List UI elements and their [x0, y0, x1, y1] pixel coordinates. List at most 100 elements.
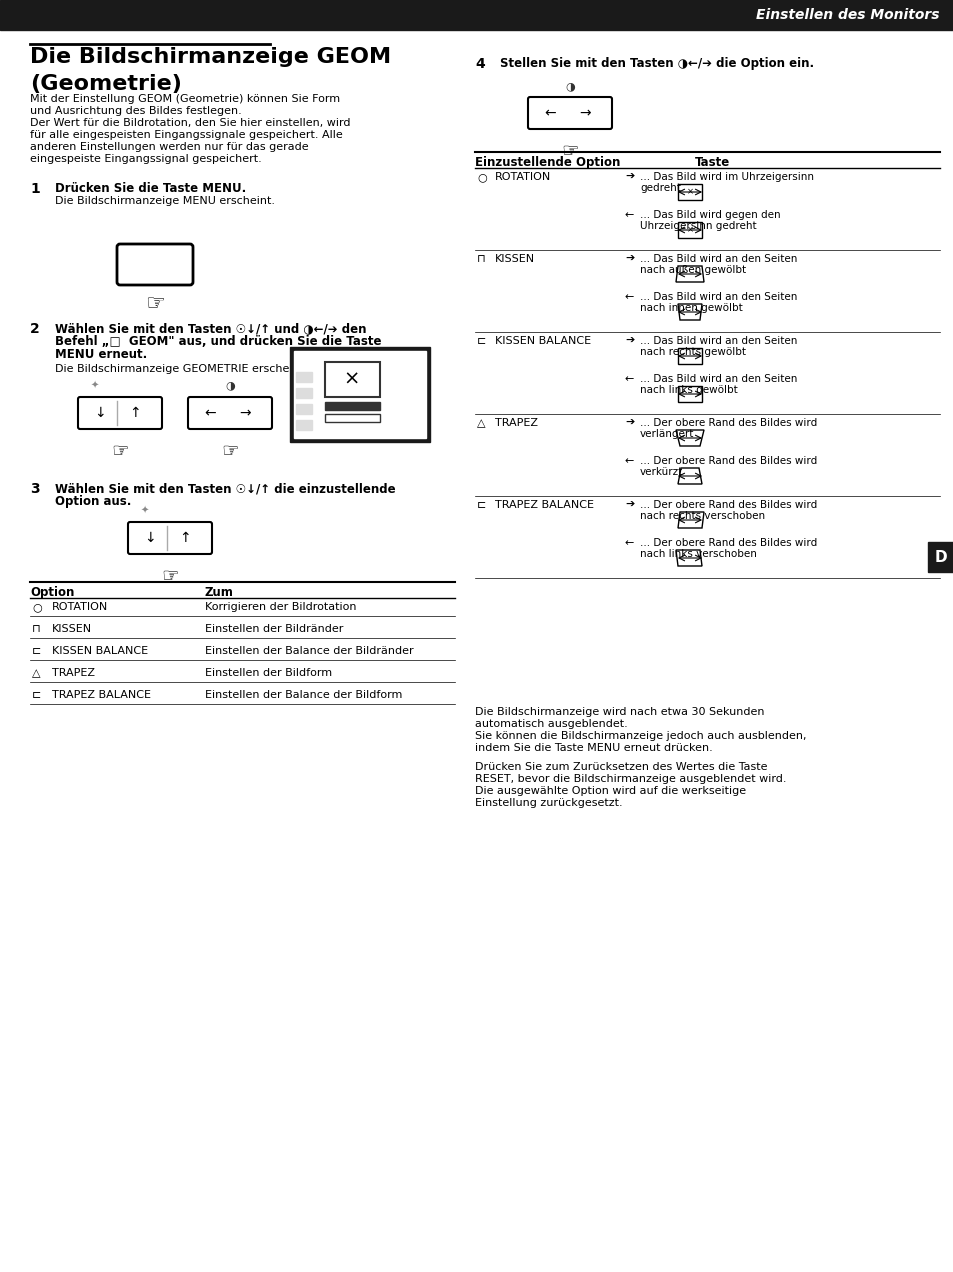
Text: Einzustellende Option: Einzustellende Option [475, 156, 619, 169]
Bar [325, 413, 379, 422]
Text: Mit der Einstellung GEOM (Geometrie) können Sie Form: Mit der Einstellung GEOM (Geometrie) kön… [30, 94, 340, 104]
Text: ×: × [686, 187, 693, 196]
Text: Zum: Zum [205, 586, 233, 599]
Text: ☞: ☞ [145, 294, 165, 314]
Text: ×: × [686, 225, 693, 234]
Text: ⊓: ⊓ [476, 254, 485, 265]
Text: ... Das Bild wird im Uhrzeigersinn: ... Das Bild wird im Uhrzeigersinn [639, 172, 813, 182]
Text: TRAPEZ BALANCE: TRAPEZ BALANCE [52, 689, 151, 700]
Bar [325, 363, 379, 397]
Text: ◑: ◑ [564, 81, 575, 92]
Text: ... Das Bild wird an den Seiten: ... Das Bild wird an den Seiten [639, 293, 797, 301]
Text: TRAPEZ: TRAPEZ [52, 668, 95, 678]
Polygon shape [678, 349, 701, 364]
FancyBboxPatch shape [78, 397, 162, 429]
Text: ➔: ➔ [624, 500, 634, 510]
Text: Taste: Taste [695, 156, 729, 169]
Text: eingespeiste Eingangssignal gespeichert.: eingespeiste Eingangssignal gespeichert. [30, 154, 261, 164]
Text: ⊏: ⊏ [476, 336, 486, 346]
Text: ROTATION: ROTATION [495, 172, 551, 182]
Text: ... Der obere Rand des Bildes wird: ... Der obere Rand des Bildes wird [639, 418, 817, 427]
Text: nach rechts verschoben: nach rechts verschoben [639, 511, 764, 522]
Text: ↑: ↑ [179, 530, 191, 544]
Text: ... Das Bild wird gegen den: ... Das Bild wird gegen den [639, 210, 780, 220]
Text: Uhrzeigersinn gedreht: Uhrzeigersinn gedreht [639, 221, 756, 232]
Text: MENU erneut.: MENU erneut. [55, 349, 147, 361]
Text: KISSEN: KISSEN [495, 254, 535, 265]
Bar [295, 388, 312, 398]
Bar [294, 351, 426, 438]
Text: ↓: ↓ [94, 406, 106, 420]
Text: ➔: ➔ [624, 336, 634, 346]
Text: 3: 3 [30, 482, 40, 496]
Text: TRAPEZ: TRAPEZ [495, 418, 537, 427]
Polygon shape [676, 550, 701, 566]
Text: nach außen gewölbt: nach außen gewölbt [639, 265, 745, 275]
Text: ←: ← [624, 538, 634, 548]
Polygon shape [678, 468, 701, 485]
Text: →: → [578, 106, 590, 120]
Text: ☞: ☞ [560, 142, 578, 162]
Text: ➔: ➔ [624, 172, 634, 182]
Text: ➔: ➔ [624, 254, 634, 265]
Polygon shape [676, 430, 703, 446]
Bar [0, 0, 953, 31]
Text: verkürzt: verkürzt [639, 467, 682, 477]
Text: ... Der obere Rand des Bildes wird: ... Der obere Rand des Bildes wird [639, 538, 817, 548]
Text: und Ausrichtung des Bildes festlegen.: und Ausrichtung des Bildes festlegen. [30, 106, 241, 116]
Text: ↑: ↑ [129, 406, 141, 420]
Text: ←: ← [624, 455, 634, 466]
Polygon shape [678, 304, 701, 321]
Text: automatisch ausgeblendet.: automatisch ausgeblendet. [475, 719, 627, 729]
Bar [295, 371, 312, 382]
Text: ✦: ✦ [91, 382, 99, 391]
Text: ... Der obere Rand des Bildes wird: ... Der obere Rand des Bildes wird [639, 455, 817, 466]
Text: indem Sie die Taste MENU erneut drücken.: indem Sie die Taste MENU erneut drücken. [475, 743, 712, 753]
Text: gedreht: gedreht [639, 183, 680, 193]
Text: ←: ← [624, 293, 634, 301]
Text: ... Das Bild wird an den Seiten: ... Das Bild wird an den Seiten [639, 374, 797, 384]
Bar [927, 542, 953, 572]
Text: ◑: ◑ [225, 380, 234, 391]
Text: nach links gewölbt: nach links gewölbt [639, 385, 737, 396]
Text: KISSEN BALANCE: KISSEN BALANCE [52, 646, 148, 656]
Text: Die Bildschirmanzeige MENU erscheint.: Die Bildschirmanzeige MENU erscheint. [55, 196, 274, 206]
Bar [678, 223, 701, 238]
Text: Einstellen der Balance der Bildränder: Einstellen der Balance der Bildränder [205, 646, 414, 656]
Text: Befehl „□  GEOM" aus, und drücken Sie die Taste: Befehl „□ GEOM" aus, und drücken Sie die… [55, 335, 381, 349]
Text: Drücken Sie zum Zurücksetzen des Wertes die Taste: Drücken Sie zum Zurücksetzen des Wertes … [475, 762, 767, 772]
Text: Einstellen der Balance der Bildform: Einstellen der Balance der Bildform [205, 689, 402, 700]
Text: Wählen Sie mit den Tasten ☉↓/↑ und ◑←/➔ den: Wählen Sie mit den Tasten ☉↓/↑ und ◑←/➔ … [55, 322, 366, 335]
Text: ←: ← [204, 406, 215, 420]
Text: ←: ← [543, 106, 556, 120]
Text: nach innen gewölbt: nach innen gewölbt [639, 303, 742, 313]
Text: 2: 2 [30, 322, 40, 336]
Text: ➔: ➔ [624, 418, 634, 427]
Text: 4: 4 [475, 57, 484, 71]
FancyBboxPatch shape [527, 97, 612, 128]
Text: KISSEN: KISSEN [52, 625, 92, 633]
Text: Die Bildschirmanzeige wird nach etwa 30 Sekunden: Die Bildschirmanzeige wird nach etwa 30 … [475, 707, 763, 717]
Polygon shape [678, 513, 703, 528]
Text: ←: ← [624, 374, 634, 384]
Text: Einstellen der Bildform: Einstellen der Bildform [205, 668, 332, 678]
Bar [678, 184, 701, 200]
Bar [295, 404, 312, 413]
Text: nach links verschoben: nach links verschoben [639, 550, 756, 558]
Text: Einstellung zurückgesetzt.: Einstellung zurückgesetzt. [475, 798, 622, 808]
Text: anderen Einstellungen werden nur für das gerade: anderen Einstellungen werden nur für das… [30, 142, 309, 151]
Text: ROTATION: ROTATION [52, 602, 108, 612]
FancyBboxPatch shape [188, 397, 272, 429]
Text: TRAPEZ BALANCE: TRAPEZ BALANCE [495, 500, 594, 510]
Text: ○: ○ [476, 172, 486, 182]
Text: △: △ [32, 668, 40, 678]
Text: ○: ○ [32, 602, 42, 612]
Text: ⊏: ⊏ [32, 646, 41, 656]
Text: ... Das Bild wird an den Seiten: ... Das Bild wird an den Seiten [639, 254, 797, 265]
Polygon shape [676, 266, 703, 282]
Bar [325, 402, 379, 410]
Text: Stellen Sie mit den Tasten ◑←/➔ die Option ein.: Stellen Sie mit den Tasten ◑←/➔ die Opti… [499, 57, 813, 70]
Text: verlängert: verlängert [639, 429, 694, 439]
Text: ←: ← [624, 210, 634, 220]
Text: ☞: ☞ [112, 441, 129, 460]
